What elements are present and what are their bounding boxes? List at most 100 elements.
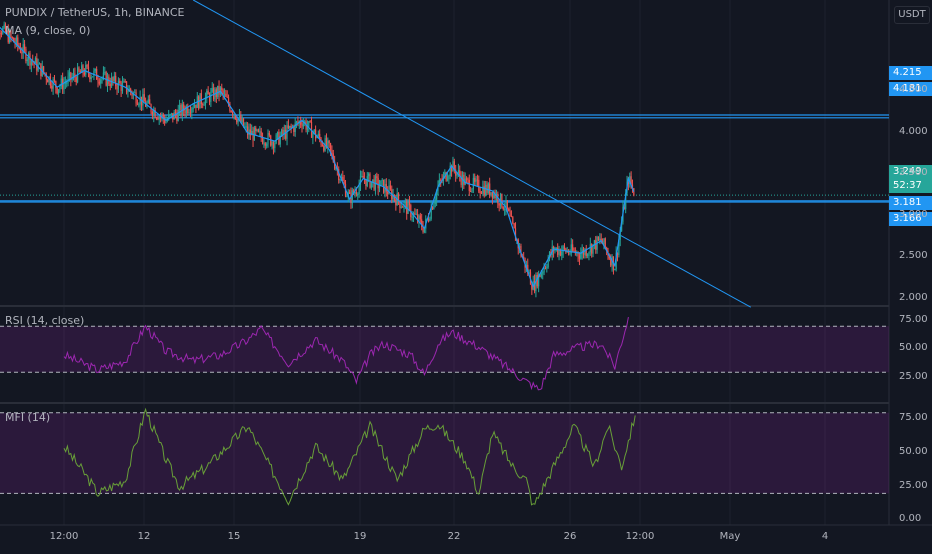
candle-body: [502, 207, 504, 210]
candle-body: [249, 129, 251, 136]
candle-body: [404, 202, 406, 204]
candle-body: [600, 238, 602, 241]
candle-body: [610, 258, 612, 266]
candle-body: [535, 275, 537, 292]
candle-body: [531, 284, 533, 290]
candle-body: [29, 53, 31, 66]
candle-body: [26, 59, 28, 62]
candle-body: [115, 75, 117, 86]
candle-body: [45, 74, 47, 80]
candle-body: [210, 91, 212, 102]
candle-body: [127, 91, 129, 93]
candle-body: [427, 218, 430, 221]
candle-body: [189, 112, 192, 114]
candle-body: [245, 126, 247, 128]
candle-body: [392, 194, 394, 200]
candle-body: [585, 249, 587, 257]
candle-body: [480, 193, 483, 195]
candle-body: [417, 214, 419, 222]
candle-body: [125, 81, 128, 93]
candle-body: [395, 198, 397, 206]
candle-body: [418, 215, 420, 222]
candle-body: [509, 211, 511, 216]
candle-body: [89, 73, 91, 79]
symbol-title: PUNDIX / TetherUS, 1h, BINANCE: [5, 6, 185, 19]
candle-body: [445, 172, 447, 181]
candle-body: [573, 250, 575, 252]
time-tick-label: May: [719, 531, 741, 542]
candle-body: [415, 214, 417, 216]
candle-body: [436, 190, 438, 200]
candle-body: [588, 252, 590, 255]
candle-body: [625, 192, 627, 210]
candle-body: [616, 252, 619, 255]
candle-body: [315, 129, 317, 139]
candle-body: [472, 177, 474, 189]
rsi-tick-label: 75.00: [899, 313, 928, 325]
candle-body: [538, 274, 540, 287]
candle-body: [48, 76, 50, 83]
rsi-tick-label: 50.00: [899, 342, 928, 354]
candle-body: [358, 185, 360, 194]
currency-button[interactable]: USDT: [894, 6, 930, 24]
candle-body: [184, 110, 186, 114]
candle-body: [34, 57, 37, 63]
candle-body: [279, 135, 281, 145]
candle-body: [290, 125, 292, 128]
candle-body: [119, 80, 121, 84]
candle-body: [242, 118, 245, 127]
candle-body: [232, 111, 234, 115]
time-tick-label: 4: [821, 531, 829, 542]
candle-body: [306, 126, 309, 130]
candle-body: [483, 186, 485, 196]
candle-body: [414, 213, 416, 215]
candle-body: [555, 247, 557, 250]
candle-body: [47, 79, 49, 83]
candle-body: [19, 47, 22, 53]
candle-body: [72, 73, 75, 78]
candle-body: [154, 109, 156, 118]
candle-body: [619, 230, 621, 240]
mfi-tick-label: 50.00: [899, 446, 928, 458]
candle-body: [106, 76, 109, 86]
candle-body: [101, 77, 103, 80]
candle-body: [455, 169, 457, 176]
candle-body: [193, 104, 196, 108]
candle-body: [505, 200, 507, 210]
candle-body: [130, 88, 132, 93]
candle-body: [247, 126, 249, 135]
candle-body: [453, 161, 455, 170]
candle-body: [289, 125, 291, 129]
candle-body: [603, 238, 605, 244]
candle-body: [113, 75, 115, 81]
candle-body: [91, 76, 94, 78]
candle-body: [421, 219, 423, 227]
candle-body: [346, 196, 348, 198]
candle-body: [66, 82, 68, 84]
candle-body: [349, 192, 351, 194]
candle-body: [136, 103, 139, 105]
candle-body: [188, 112, 190, 114]
candle-body: [334, 161, 336, 169]
candle-body: [59, 86, 61, 90]
candle-body: [342, 176, 344, 181]
candle-body: [434, 199, 436, 204]
candle-body: [276, 131, 279, 135]
candle-body: [134, 92, 136, 94]
price-badge-high: 4.215: [889, 66, 932, 80]
candle-body: [499, 193, 502, 206]
candle-body: [350, 193, 352, 204]
candle-body: [236, 118, 238, 123]
candle-body: [470, 191, 472, 193]
candle-body: [373, 179, 375, 190]
candle-body: [323, 145, 325, 151]
candle-body: [13, 37, 15, 43]
time-tick-label: 15: [227, 531, 241, 542]
candle-body: [508, 208, 510, 212]
candle-body: [510, 215, 513, 218]
candle-body: [268, 133, 270, 136]
ma-legend: MA (9, close, 0): [5, 24, 91, 37]
candle-body: [335, 168, 337, 170]
candle-body: [260, 131, 262, 138]
candle-body: [312, 132, 314, 138]
